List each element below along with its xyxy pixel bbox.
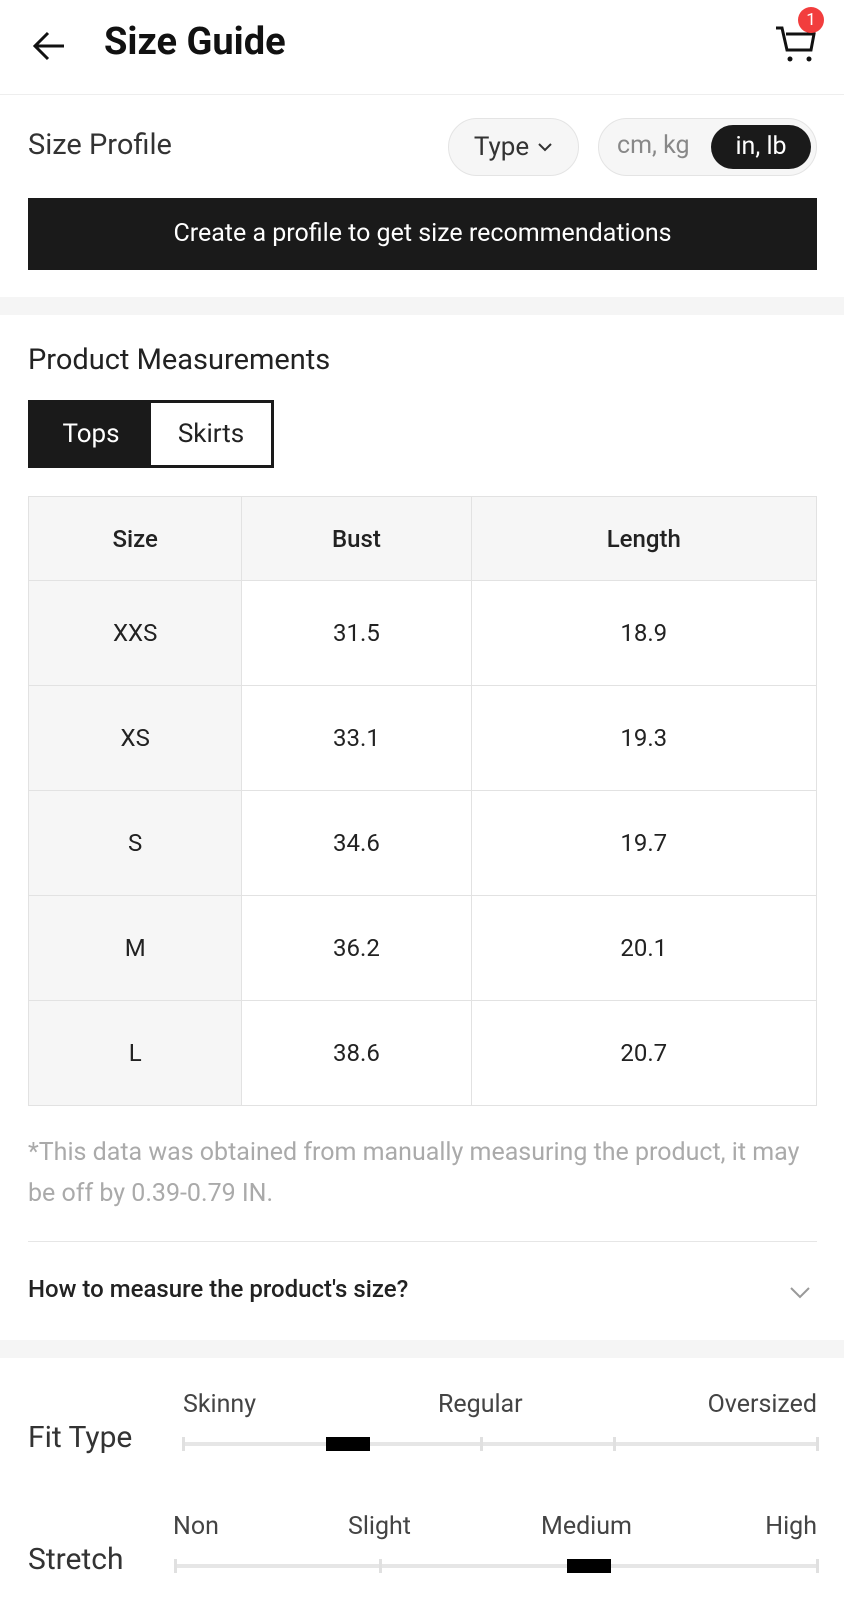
stretch-label: Stretch <box>28 1542 124 1577</box>
tab-skirts[interactable]: Skirts <box>177 419 245 449</box>
cart-icon[interactable] <box>774 20 820 66</box>
table-cell: 19.7 <box>470 790 818 896</box>
fit-type-label: Fit Type <box>28 1420 133 1455</box>
table-cell: 19.3 <box>470 685 818 791</box>
cart-badge: 1 <box>798 7 824 33</box>
how-to-measure-link[interactable]: How to measure the product's size? <box>28 1275 409 1303</box>
scale-tick <box>613 1437 617 1451</box>
level-marker <box>325 1437 370 1451</box>
stretch-track <box>174 1559 819 1573</box>
page-title: Size Guide <box>104 20 286 64</box>
table-cell: XXS <box>27 580 243 686</box>
column-header: Bust <box>241 496 472 581</box>
table-cell: 31.5 <box>241 580 472 686</box>
scale-tick <box>816 1437 819 1451</box>
section-divider <box>0 1340 844 1358</box>
divider <box>28 1241 817 1242</box>
table-cell: XS <box>27 685 243 791</box>
measurements-table: Size Bust Length XXS 31.5 18.9 XS 33.1 19.3 S 3… <box>27 496 818 1106</box>
product-measurements-title: Product Measurements <box>28 343 331 377</box>
fit-type-track <box>182 1437 819 1451</box>
table-cell: 34.6 <box>241 790 472 896</box>
type-dropdown[interactable]: Type <box>448 118 579 176</box>
stretch-scale-slight: Slight <box>348 1512 411 1541</box>
unit-toggle: cm, kg in, lb <box>598 118 817 176</box>
tab-tops[interactable]: Tops <box>31 403 151 465</box>
app-header <box>0 0 844 95</box>
table-row: XS 33.1 19.3 <box>27 685 818 791</box>
scale-tick <box>379 1559 383 1573</box>
table-row: S 34.6 19.7 <box>27 790 818 896</box>
level-marker <box>567 1559 612 1573</box>
table-row: M 36.2 20.1 <box>27 895 818 1001</box>
scale-tick <box>174 1559 177 1573</box>
create-profile-button[interactable]: Create a profile to get size recommendat… <box>28 198 817 270</box>
table-cell: L <box>27 1000 243 1106</box>
table-row: XXS 31.5 18.9 <box>27 580 818 686</box>
table-cell: 20.7 <box>470 1000 818 1106</box>
table-cell: 33.1 <box>241 685 472 791</box>
table-cell: 36.2 <box>241 895 472 1001</box>
scale-tick <box>816 1559 819 1573</box>
section-divider <box>0 297 844 315</box>
scale-tick <box>182 1437 185 1451</box>
table-cell: 18.9 <box>470 580 818 686</box>
stretch-scale-non: Non <box>173 1512 219 1541</box>
category-tabs: Tops Skirts <box>28 400 274 468</box>
table-cell: 20.1 <box>470 895 818 1001</box>
column-header: Size <box>27 496 243 581</box>
unit-cm-kg[interactable]: cm, kg <box>617 131 690 160</box>
type-label: Type <box>473 132 530 162</box>
table-cell: M <box>27 895 243 1001</box>
back-arrow-icon[interactable] <box>30 26 70 66</box>
stretch-scale-high: High <box>765 1512 817 1541</box>
scale-tick <box>479 1437 483 1451</box>
chevron-down-icon <box>538 143 552 152</box>
chevron-down-icon[interactable] <box>788 1280 812 1304</box>
stretch-scale-medium: Medium <box>541 1512 632 1541</box>
table-row: L 38.6 20.7 <box>27 1000 818 1106</box>
table-cell: S <box>27 790 243 896</box>
unit-in-lb[interactable]: in, lb <box>711 125 811 169</box>
size-profile-title: Size Profile <box>28 128 172 162</box>
fit-scale-skinny: Skinny <box>183 1390 257 1419</box>
fit-scale-regular: Regular <box>438 1390 523 1419</box>
table-cell: 38.6 <box>241 1000 472 1106</box>
column-header: Length <box>470 496 818 581</box>
fit-scale-oversized: Oversized <box>707 1390 817 1419</box>
measurement-note: *This data was obtained from manually me… <box>28 1138 800 1208</box>
